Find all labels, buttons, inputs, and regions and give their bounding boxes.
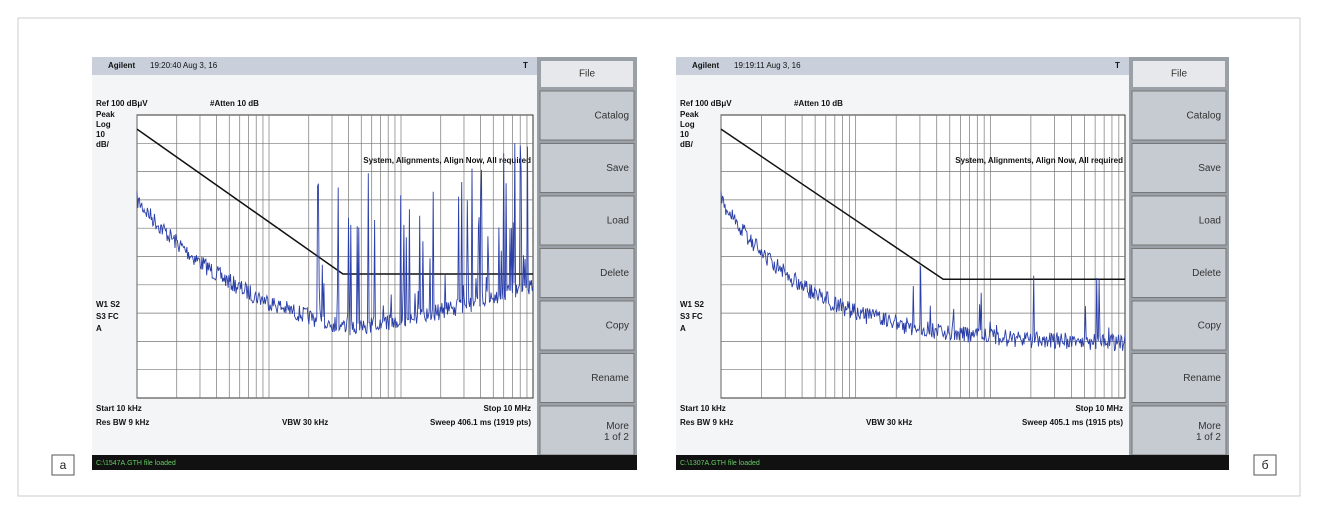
rbw: Res BW 9 kHz bbox=[96, 418, 149, 427]
time: 19:19:11 Aug 3, 16 bbox=[734, 61, 801, 70]
sweep: Sweep 405.1 ms (1915 pts) bbox=[1022, 418, 1123, 427]
menu-title: File bbox=[579, 69, 596, 80]
status: C:\1307A.GTH file loaded bbox=[680, 460, 760, 467]
sweep: Sweep 406.1 ms (1919 pts) bbox=[430, 418, 531, 427]
stop-freq: Stop 10 MHz bbox=[1075, 404, 1123, 413]
trace-info: S3 FC bbox=[680, 312, 703, 321]
softkey-line: 1 of 2 bbox=[1196, 432, 1221, 443]
softkey-line: More bbox=[606, 421, 629, 432]
brand: Agilent bbox=[108, 61, 135, 70]
scale-mode: Log bbox=[96, 120, 111, 129]
vbw: VBW 30 kHz bbox=[866, 418, 912, 427]
softkey-label: Rename bbox=[591, 373, 629, 384]
attenuation: #Atten 10 dB bbox=[210, 99, 259, 108]
softkey-line: 1 of 2 bbox=[604, 432, 629, 443]
softkey-label: Copy bbox=[606, 321, 629, 332]
time: 19:20:40 Aug 3, 16 bbox=[150, 61, 218, 70]
start-freq: Start 10 kHz bbox=[96, 404, 142, 413]
screen: Agilent 19:20:40 Aug 3, 16 T File Catalog Sav… bbox=[92, 57, 637, 470]
softkey-label: Copy bbox=[1198, 321, 1221, 332]
softkey-label: Save bbox=[1198, 163, 1221, 174]
softkey-label: Catalog bbox=[595, 111, 629, 122]
softkey-label: Save bbox=[606, 163, 629, 174]
trace-info: W1 S2 bbox=[96, 300, 121, 309]
stop-freq: Stop 10 MHz bbox=[483, 404, 531, 413]
trace-info: A bbox=[680, 324, 686, 333]
scale-mode: Peak bbox=[680, 110, 699, 119]
softkey-label: Delete bbox=[1192, 268, 1221, 279]
scale-mode: Log bbox=[680, 120, 695, 129]
softkey-label: Load bbox=[607, 216, 629, 227]
message: System, Alignments, Align Now, All requi… bbox=[955, 156, 1123, 165]
figure: Agilent 19:20:40 Aug 3, 16 T File Catalog Sav… bbox=[0, 0, 1319, 516]
status: C:\1547A.GTH file loaded bbox=[96, 460, 176, 467]
screen: Agilent 19:19:11 Aug 3, 16 T File Catalog Sav… bbox=[676, 57, 1229, 470]
message: System, Alignments, Align Now, All requi… bbox=[363, 156, 531, 165]
trace-info: W1 S2 bbox=[680, 300, 705, 309]
scale-mode: Peak bbox=[96, 110, 115, 119]
flag: T bbox=[1115, 61, 1120, 70]
trace-info: S3 FC bbox=[96, 312, 119, 321]
rbw: Res BW 9 kHz bbox=[680, 418, 733, 427]
trace-info: A bbox=[96, 324, 102, 333]
scale-mode: 10 bbox=[680, 130, 689, 139]
softkey-label: Rename bbox=[1183, 373, 1221, 384]
panel-label: б bbox=[1262, 458, 1269, 472]
scale-mode: dB/ bbox=[96, 140, 110, 149]
flag: T bbox=[523, 61, 528, 70]
scale-mode: dB/ bbox=[680, 140, 694, 149]
softkey-line: More bbox=[1198, 421, 1221, 432]
vbw: VBW 30 kHz bbox=[282, 418, 328, 427]
attenuation: #Atten 10 dB bbox=[794, 99, 843, 108]
panel-label: a bbox=[60, 458, 67, 472]
menu-title: File bbox=[1171, 69, 1188, 80]
brand: Agilent bbox=[692, 61, 719, 70]
softkey-label: Load bbox=[1199, 216, 1221, 227]
start-freq: Start 10 kHz bbox=[680, 404, 726, 413]
softkey-label: Delete bbox=[600, 268, 629, 279]
ref-level: Ref 100 dBμV bbox=[680, 99, 732, 108]
softkey-label: Catalog bbox=[1187, 111, 1221, 122]
ref-level: Ref 100 dBμV bbox=[96, 99, 148, 108]
scale-mode: 10 bbox=[96, 130, 105, 139]
